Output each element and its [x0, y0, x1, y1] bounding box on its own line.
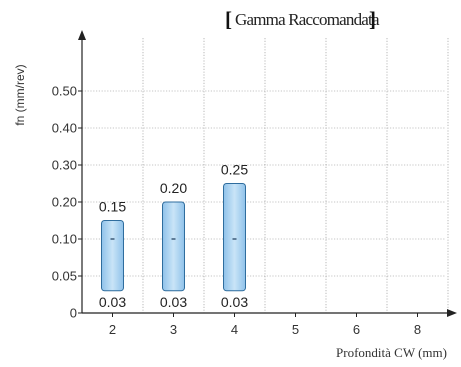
data-label-high: 0.20	[160, 180, 187, 196]
bar-2	[101, 220, 124, 292]
y-axis-arrow	[78, 30, 86, 40]
x-tick-label: 2	[109, 322, 116, 337]
bar-3	[162, 201, 185, 292]
data-label-high: 0.15	[99, 199, 126, 215]
title-bracket-right: ]	[369, 7, 376, 31]
y-tick-label: 0.40	[52, 121, 77, 136]
x-tick-label: 4	[231, 322, 238, 337]
data-label-low: 0.03	[221, 294, 248, 310]
x-tick-label: 6	[353, 322, 360, 337]
data-label-low: 0.03	[160, 294, 187, 310]
data-label-low: 0.03	[99, 294, 126, 310]
y-axis-label: fn (mm/rev)	[13, 64, 27, 125]
y-tick-label: 0	[70, 306, 77, 321]
title-bracket-left: [	[225, 7, 232, 31]
bar-4	[223, 183, 246, 292]
ticks: 0 0.05 0.10 0.20 0.30 0.40 0.50 2 3 4 5 6 8	[52, 84, 421, 338]
y-tick-label: 0.50	[52, 84, 77, 99]
y-tick-label: 0.20	[52, 195, 77, 210]
title-text: Gamma Raccomandata	[235, 10, 380, 29]
x-tick-label: 8	[414, 322, 421, 337]
y-tick-label: 0.30	[52, 158, 77, 173]
axes	[78, 30, 457, 317]
y-tick-label: 0.05	[52, 269, 77, 284]
y-tick-label: 0.10	[52, 232, 77, 247]
data-labels: 0.15 0.03 0.20 0.03 0.25 0.03	[99, 162, 248, 311]
x-tick-label: 3	[170, 322, 177, 337]
data-label-high: 0.25	[221, 162, 248, 178]
chart-title: [ Gamma Raccomandata ]	[225, 7, 381, 31]
bars	[101, 183, 246, 292]
x-axis-arrow	[447, 309, 457, 317]
x-tick-label: 5	[292, 322, 299, 337]
grid	[82, 38, 449, 313]
x-axis-label: Profondità CW (mm)	[336, 345, 447, 360]
